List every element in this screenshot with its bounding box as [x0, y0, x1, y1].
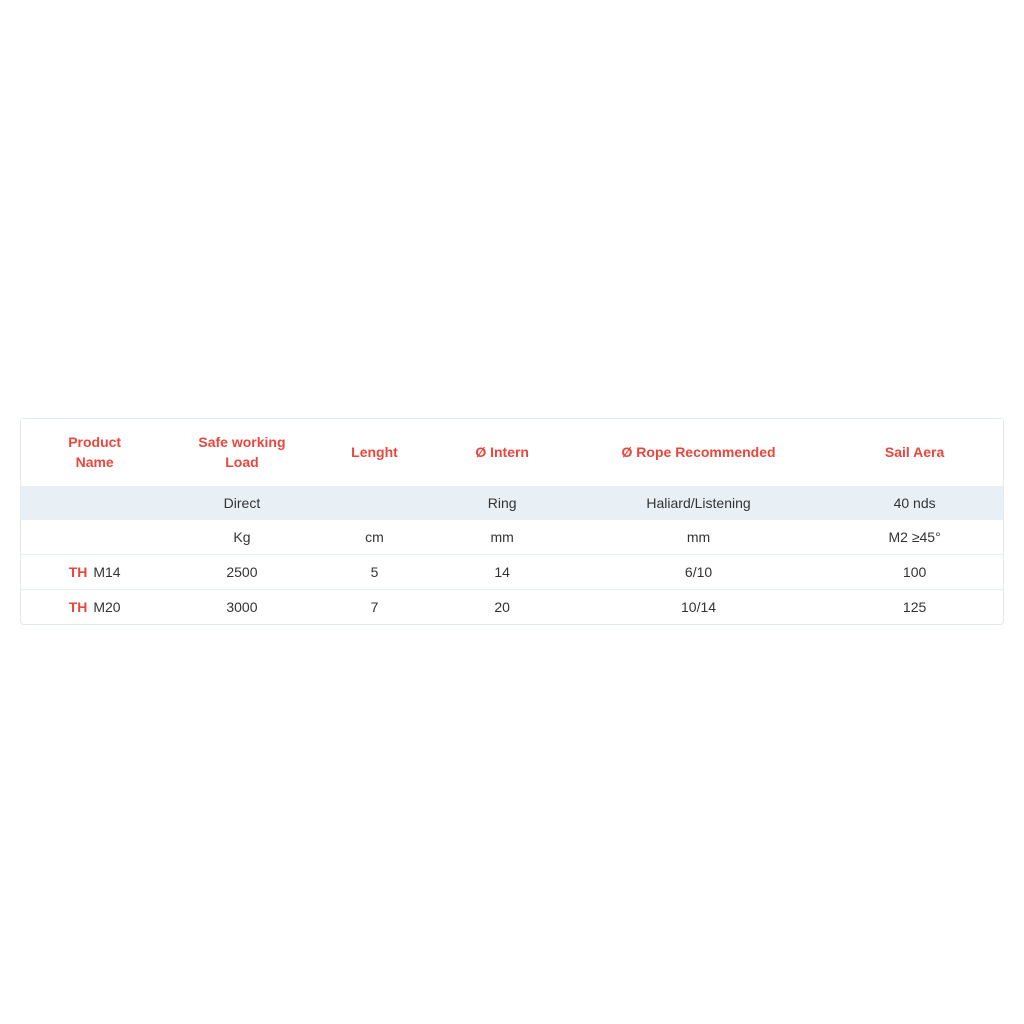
col-header-text: Ø Rope Recommended	[577, 443, 820, 463]
cell: Direct	[168, 486, 315, 520]
col-header-rope: Ø Rope Recommended	[571, 419, 826, 486]
cell: M2 ≥45°	[826, 520, 1003, 555]
col-header-length: Lenght	[316, 419, 434, 486]
col-header-intern: Ø Intern	[433, 419, 570, 486]
col-header-text: Ø Intern	[439, 443, 564, 463]
table-units-row: Kg cm mm mm M2 ≥45°	[21, 520, 1003, 555]
cell: 20	[433, 590, 570, 625]
cell: 3000	[168, 590, 315, 625]
table-row: TH M14 2500 5 14 6/10 100	[21, 555, 1003, 590]
table-row: TH M20 3000 7 20 10/14 125	[21, 590, 1003, 625]
col-header-text: Load	[174, 453, 309, 473]
product-model: M20	[93, 599, 120, 615]
cell: 7	[316, 590, 434, 625]
cell: 125	[826, 590, 1003, 625]
cell: 2500	[168, 555, 315, 590]
cell: 10/14	[571, 590, 826, 625]
cell	[21, 486, 168, 520]
product-model: M14	[93, 564, 120, 580]
cell: 5	[316, 555, 434, 590]
col-header-text: Lenght	[322, 443, 428, 463]
col-header-sail: Sail Aera	[826, 419, 1003, 486]
table-header-row: Product Name Safe working Load Lenght Ø …	[21, 419, 1003, 486]
col-header-text: Sail Aera	[832, 443, 997, 463]
product-name-cell: TH M20	[21, 590, 168, 625]
col-header-load: Safe working Load	[168, 419, 315, 486]
cell: 14	[433, 555, 570, 590]
spec-table-container: Product Name Safe working Load Lenght Ø …	[20, 418, 1004, 625]
cell: Haliard/Listening	[571, 486, 826, 520]
cell: Kg	[168, 520, 315, 555]
product-prefix: TH	[69, 564, 88, 580]
col-header-text: Product	[27, 433, 162, 453]
col-header-product: Product Name	[21, 419, 168, 486]
col-header-text: Name	[27, 453, 162, 473]
cell: cm	[316, 520, 434, 555]
cell: mm	[433, 520, 570, 555]
product-prefix: TH	[69, 599, 88, 615]
table-subheader-row: Direct Ring Haliard/Listening 40 nds	[21, 486, 1003, 520]
cell: mm	[571, 520, 826, 555]
product-name-cell: TH M14	[21, 555, 168, 590]
cell: 6/10	[571, 555, 826, 590]
col-header-text: Safe working	[174, 433, 309, 453]
cell	[21, 520, 168, 555]
cell: 40 nds	[826, 486, 1003, 520]
spec-table: Product Name Safe working Load Lenght Ø …	[21, 419, 1003, 624]
cell	[316, 486, 434, 520]
cell: 100	[826, 555, 1003, 590]
cell: Ring	[433, 486, 570, 520]
